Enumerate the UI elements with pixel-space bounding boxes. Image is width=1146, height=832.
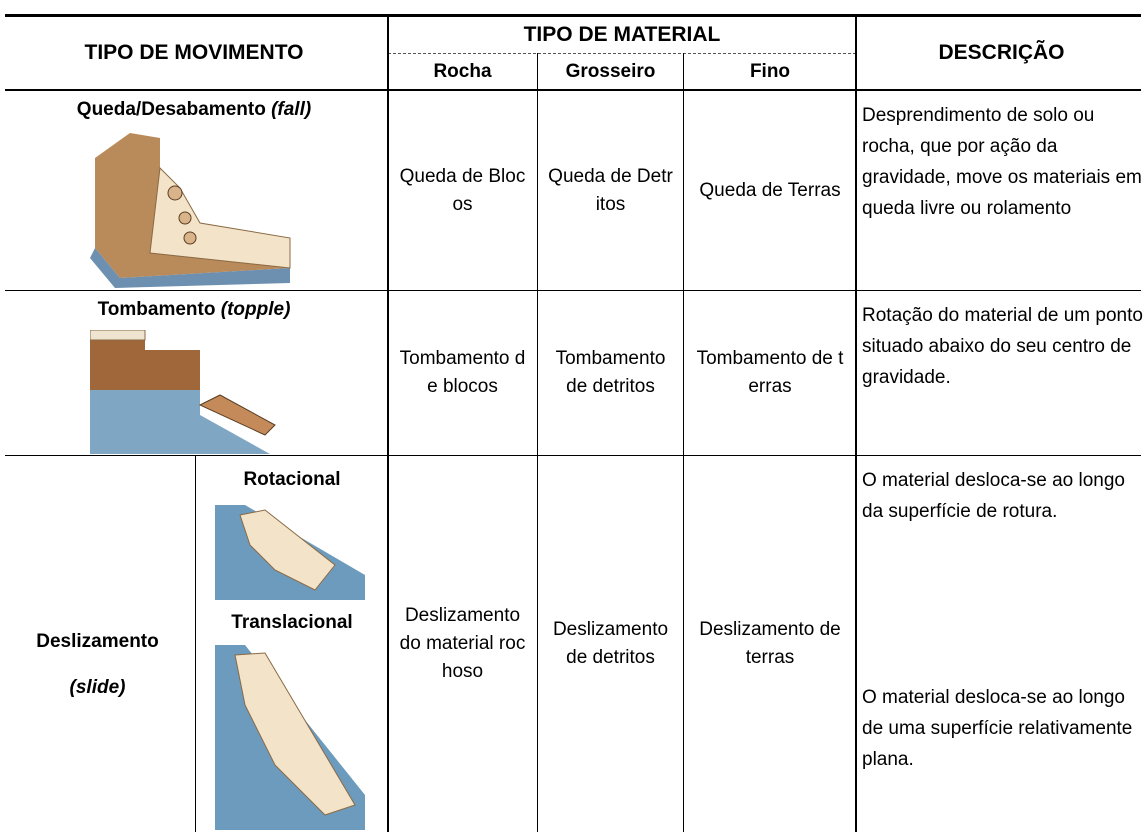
movement-term: (slide) [69, 677, 126, 698]
rule [5, 89, 1141, 91]
subtype: Rotacional [243, 469, 341, 490]
subtype: Translacional [231, 612, 353, 633]
cell: Tombamento de blocos [399, 348, 526, 397]
movement-term: (fall) [271, 99, 312, 120]
rule [855, 15, 857, 832]
header: DESCRIÇÃO [938, 41, 1065, 64]
movement-name: Queda/Desabamento [76, 99, 266, 120]
subheader: Rocha [433, 60, 492, 82]
header: TIPO DE MOVIMENTO [84, 41, 304, 64]
cell: Tombamento de detritos [555, 348, 666, 397]
rule [5, 14, 1141, 17]
rule [388, 53, 856, 54]
description: Desprendimento de solo ou rocha, que por… [862, 105, 1142, 219]
illustration [90, 330, 276, 454]
rule [5, 290, 1141, 291]
cell: Queda de Blocos [399, 165, 526, 215]
movement-name: Tombamento [97, 299, 216, 320]
cell: Queda de Terras [699, 179, 841, 201]
rule [683, 53, 684, 832]
subheader: Grosseiro [565, 60, 656, 82]
rule [5, 455, 1141, 456]
cell: Queda de Detritos [548, 165, 673, 215]
movement-name: Deslizamento [36, 631, 159, 652]
cell: Deslizamento do material rochoso [399, 605, 526, 682]
description: O material desloca-se ao longo da superf… [862, 470, 1125, 522]
cell: Deslizamento de detritos [552, 619, 669, 668]
movement-term: (topple) [220, 299, 291, 320]
illustration [215, 505, 365, 600]
illustration [90, 133, 291, 288]
header: TIPO DE MATERIAL [523, 23, 721, 46]
rule [195, 455, 196, 832]
movement: Queda/Desabamento (fall) [0, 95, 388, 125]
description: O material desloca-se ao longo de uma su… [862, 687, 1133, 770]
cell: Deslizamento de terras [699, 619, 841, 668]
movement: Tombamento (topple) [0, 295, 388, 325]
rule [537, 53, 538, 832]
movement: Deslizamento (slide) [0, 600, 195, 730]
rule [387, 15, 389, 832]
subheader: Fino [749, 60, 791, 82]
cell: Tombamento de terras [696, 348, 844, 397]
illustration [215, 645, 365, 830]
description: Rotação do material de um ponto situado … [862, 305, 1143, 388]
